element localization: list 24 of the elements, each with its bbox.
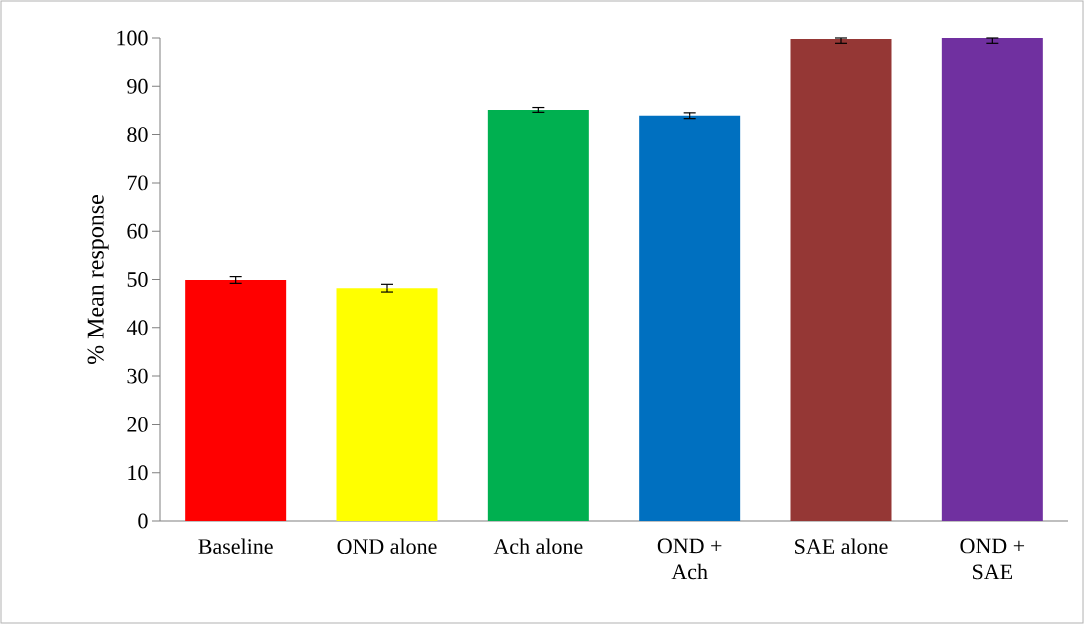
y-tick-label: 100 — [117, 30, 148, 46]
y-tick-label: 70 — [127, 175, 148, 191]
bar — [639, 115, 741, 521]
y-tick-label: 60 — [127, 223, 148, 239]
bar — [487, 109, 589, 521]
x-tick-label: Ach alone — [493, 538, 583, 555]
y-tick-label: 50 — [127, 272, 148, 287]
bar — [941, 38, 1043, 521]
y-axis-title: % Mean response — [87, 195, 109, 364]
y-tick-label: 10 — [128, 465, 148, 481]
x-tick-label: OND + Ach — [657, 538, 722, 580]
bar — [790, 38, 892, 521]
bar — [185, 279, 287, 521]
y-tick-label: 80 — [127, 127, 148, 143]
y-tick-label: 90 — [127, 78, 148, 94]
y-tick-label: 0 — [138, 513, 148, 529]
x-tick-label: OND + SAE — [960, 538, 1025, 580]
y-tick-label: 40 — [126, 320, 148, 336]
y-tick-label: 30 — [127, 368, 148, 384]
x-tick-label: SAE alone — [795, 538, 888, 555]
x-tick-label: Baseline — [198, 538, 273, 555]
bar — [336, 288, 438, 521]
y-tick-label: 20 — [127, 416, 148, 432]
x-tick-label: OND alone — [337, 538, 437, 555]
